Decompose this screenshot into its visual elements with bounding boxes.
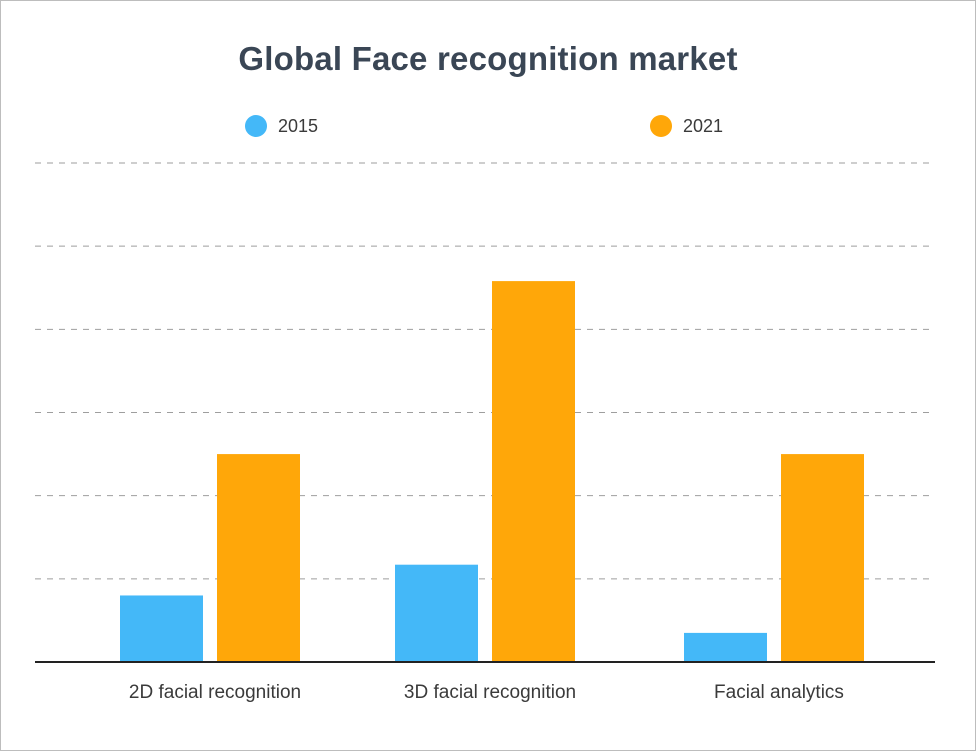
legend-dot-2021 bbox=[650, 115, 672, 137]
chart-title: Global Face recognition market bbox=[238, 40, 738, 77]
x-tick-label: 3D facial recognition bbox=[404, 682, 576, 703]
bar-2015-3d-facial-recognition bbox=[395, 564, 478, 662]
bar-2021-facial-analytics bbox=[781, 454, 864, 662]
bar-2021-3d-facial-recognition bbox=[492, 281, 575, 662]
bar-2015-2d-facial-recognition bbox=[120, 595, 203, 662]
legend-item-2021: 2021 bbox=[650, 114, 723, 138]
x-tick-label: Facial analytics bbox=[714, 682, 844, 703]
legend-dot-2015 bbox=[245, 115, 267, 137]
legend-label-2021: 2021 bbox=[683, 115, 724, 136]
bar-2015-facial-analytics bbox=[684, 632, 767, 662]
legend-label-2015: 2015 bbox=[278, 115, 319, 136]
x-tick-label: 2D facial recognition bbox=[129, 682, 301, 703]
legend-item-2015: 2015 bbox=[245, 114, 318, 138]
bar-2021-2d-facial-recognition bbox=[217, 454, 300, 662]
